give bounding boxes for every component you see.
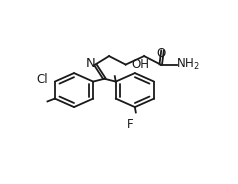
Text: F: F — [127, 118, 134, 131]
Text: O: O — [156, 47, 165, 61]
Text: NH$_2$: NH$_2$ — [176, 57, 199, 72]
Text: OH: OH — [131, 58, 149, 71]
Text: Cl: Cl — [37, 73, 49, 86]
Text: N: N — [86, 57, 95, 70]
